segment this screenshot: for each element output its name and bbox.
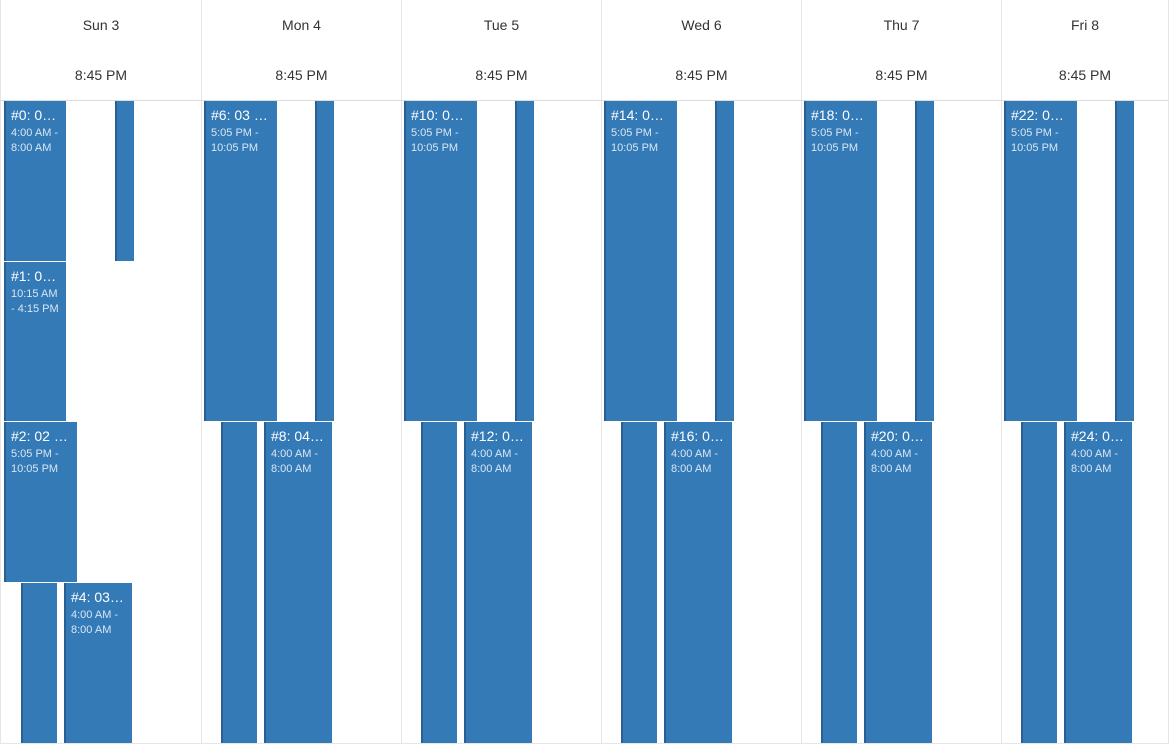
event-block[interactable]: #20: 0… 4:00 AM - 8:00 AM (864, 422, 932, 743)
day-column-mon-4: Mon 4 8:45 PM (201, 0, 401, 744)
event-block[interactable]: #10: 0… 5:05 PM - 10:05 PM (404, 101, 477, 421)
day-time-label: 8:45 PM (675, 67, 728, 83)
event-block[interactable]: #0: 0… 4:00 AM - 8:00 AM (4, 101, 66, 261)
event-time: 4:00 AM - 8:00 AM (71, 609, 119, 636)
day-header[interactable]: Wed 6 (681, 17, 722, 33)
event-block[interactable]: #6: 03 … 5:05 PM - 10:05 PM (204, 101, 277, 421)
event-time: 5:05 PM - 10:05 PM (11, 448, 59, 475)
event-time: 4:00 AM - 8:00 AM (11, 127, 59, 154)
day-time-label: 8:45 PM (275, 67, 328, 83)
day-header[interactable]: Sun 3 (82, 17, 120, 33)
event-time: 10:15 AM - 4:15 PM (11, 288, 59, 315)
header-divider (0, 100, 1169, 101)
event-block[interactable] (821, 422, 857, 743)
event-title: #20: 0… (871, 428, 924, 444)
event-title: #0: 0… (11, 107, 57, 123)
event-time: 5:05 PM - 10:05 PM (1011, 127, 1059, 154)
event-block[interactable] (221, 422, 257, 743)
event-title: #16: 0… (671, 428, 724, 444)
day-time-label: 8:45 PM (1058, 67, 1112, 83)
event-time: 5:05 PM - 10:05 PM (211, 127, 259, 154)
day-column-tue-5: Tue 5 8:45 PM (401, 0, 601, 744)
event-block[interactable]: #14: 0… 5:05 PM - 10:05 PM (604, 101, 677, 421)
event-block[interactable] (315, 101, 334, 421)
event-block[interactable] (421, 422, 457, 743)
day-column-thu-7: Thu 7 8:45 PM (801, 0, 1001, 744)
event-time: 4:00 AM - 8:00 AM (271, 448, 319, 475)
event-title: #8: 04… (271, 428, 324, 444)
event-block[interactable]: #18: 0… 5:05 PM - 10:05 PM (804, 101, 877, 421)
event-time: 5:05 PM - 10:05 PM (811, 127, 859, 154)
event-title: #24: 0… (1071, 428, 1124, 444)
day-time-label: 8:45 PM (875, 67, 928, 83)
event-time: 4:00 AM - 8:00 AM (871, 448, 919, 475)
event-block[interactable]: #16: 0… 4:00 AM - 8:00 AM (664, 422, 732, 743)
event-time: 4:00 AM - 8:00 AM (671, 448, 719, 475)
event-title: #6: 03 … (211, 107, 268, 123)
event-block[interactable] (115, 101, 134, 261)
event-title: #1: 0… (11, 268, 57, 284)
day-time-label: 8:45 PM (74, 67, 128, 83)
event-block[interactable]: #2: 02 … 5:05 PM - 10:05 PM (4, 422, 77, 582)
day-header[interactable]: Thu 7 (883, 17, 920, 33)
event-title: #14: 0… (611, 107, 664, 123)
day-header[interactable]: Tue 5 (483, 17, 520, 33)
day-column-wed-6: Wed 6 8:45 PM (601, 0, 801, 744)
event-block[interactable]: #12: 0… 4:00 AM - 8:00 AM (464, 422, 532, 743)
day-time-label: 8:45 PM (475, 67, 528, 83)
event-title: #18: 0… (811, 107, 864, 123)
event-block[interactable]: #1: 0… 10:15 AM - 4:15 PM (4, 262, 66, 421)
event-block[interactable] (621, 422, 657, 743)
event-block[interactable]: #4: 03… 4:00 AM - 8:00 AM (64, 583, 132, 743)
event-block[interactable] (1115, 101, 1134, 421)
day-column-sun-3: Sun 3 8:45 PM (0, 0, 201, 744)
event-block[interactable] (1021, 422, 1057, 743)
event-title: #10: 0… (411, 107, 464, 123)
event-block[interactable]: #22: 0… 5:05 PM - 10:05 PM (1004, 101, 1077, 421)
day-header[interactable]: Fri 8 (1071, 17, 1099, 33)
event-time: 4:00 AM - 8:00 AM (1071, 448, 1119, 475)
event-time: 5:05 PM - 10:05 PM (611, 127, 659, 154)
event-block[interactable] (915, 101, 934, 421)
event-title: #22: 0… (1011, 107, 1064, 123)
event-title: #4: 03… (71, 589, 124, 605)
event-block[interactable] (21, 583, 57, 743)
event-block[interactable]: #8: 04… 4:00 AM - 8:00 AM (264, 422, 332, 743)
event-block[interactable]: #24: 0… 4:00 AM - 8:00 AM (1064, 422, 1132, 743)
event-block[interactable] (515, 101, 534, 421)
event-title: #2: 02 … (11, 428, 68, 444)
day-header[interactable]: Mon 4 (282, 17, 321, 33)
event-time: 4:00 AM - 8:00 AM (471, 448, 519, 475)
event-time: 5:05 PM - 10:05 PM (411, 127, 459, 154)
event-title: #12: 0… (471, 428, 524, 444)
event-block[interactable] (715, 101, 734, 421)
